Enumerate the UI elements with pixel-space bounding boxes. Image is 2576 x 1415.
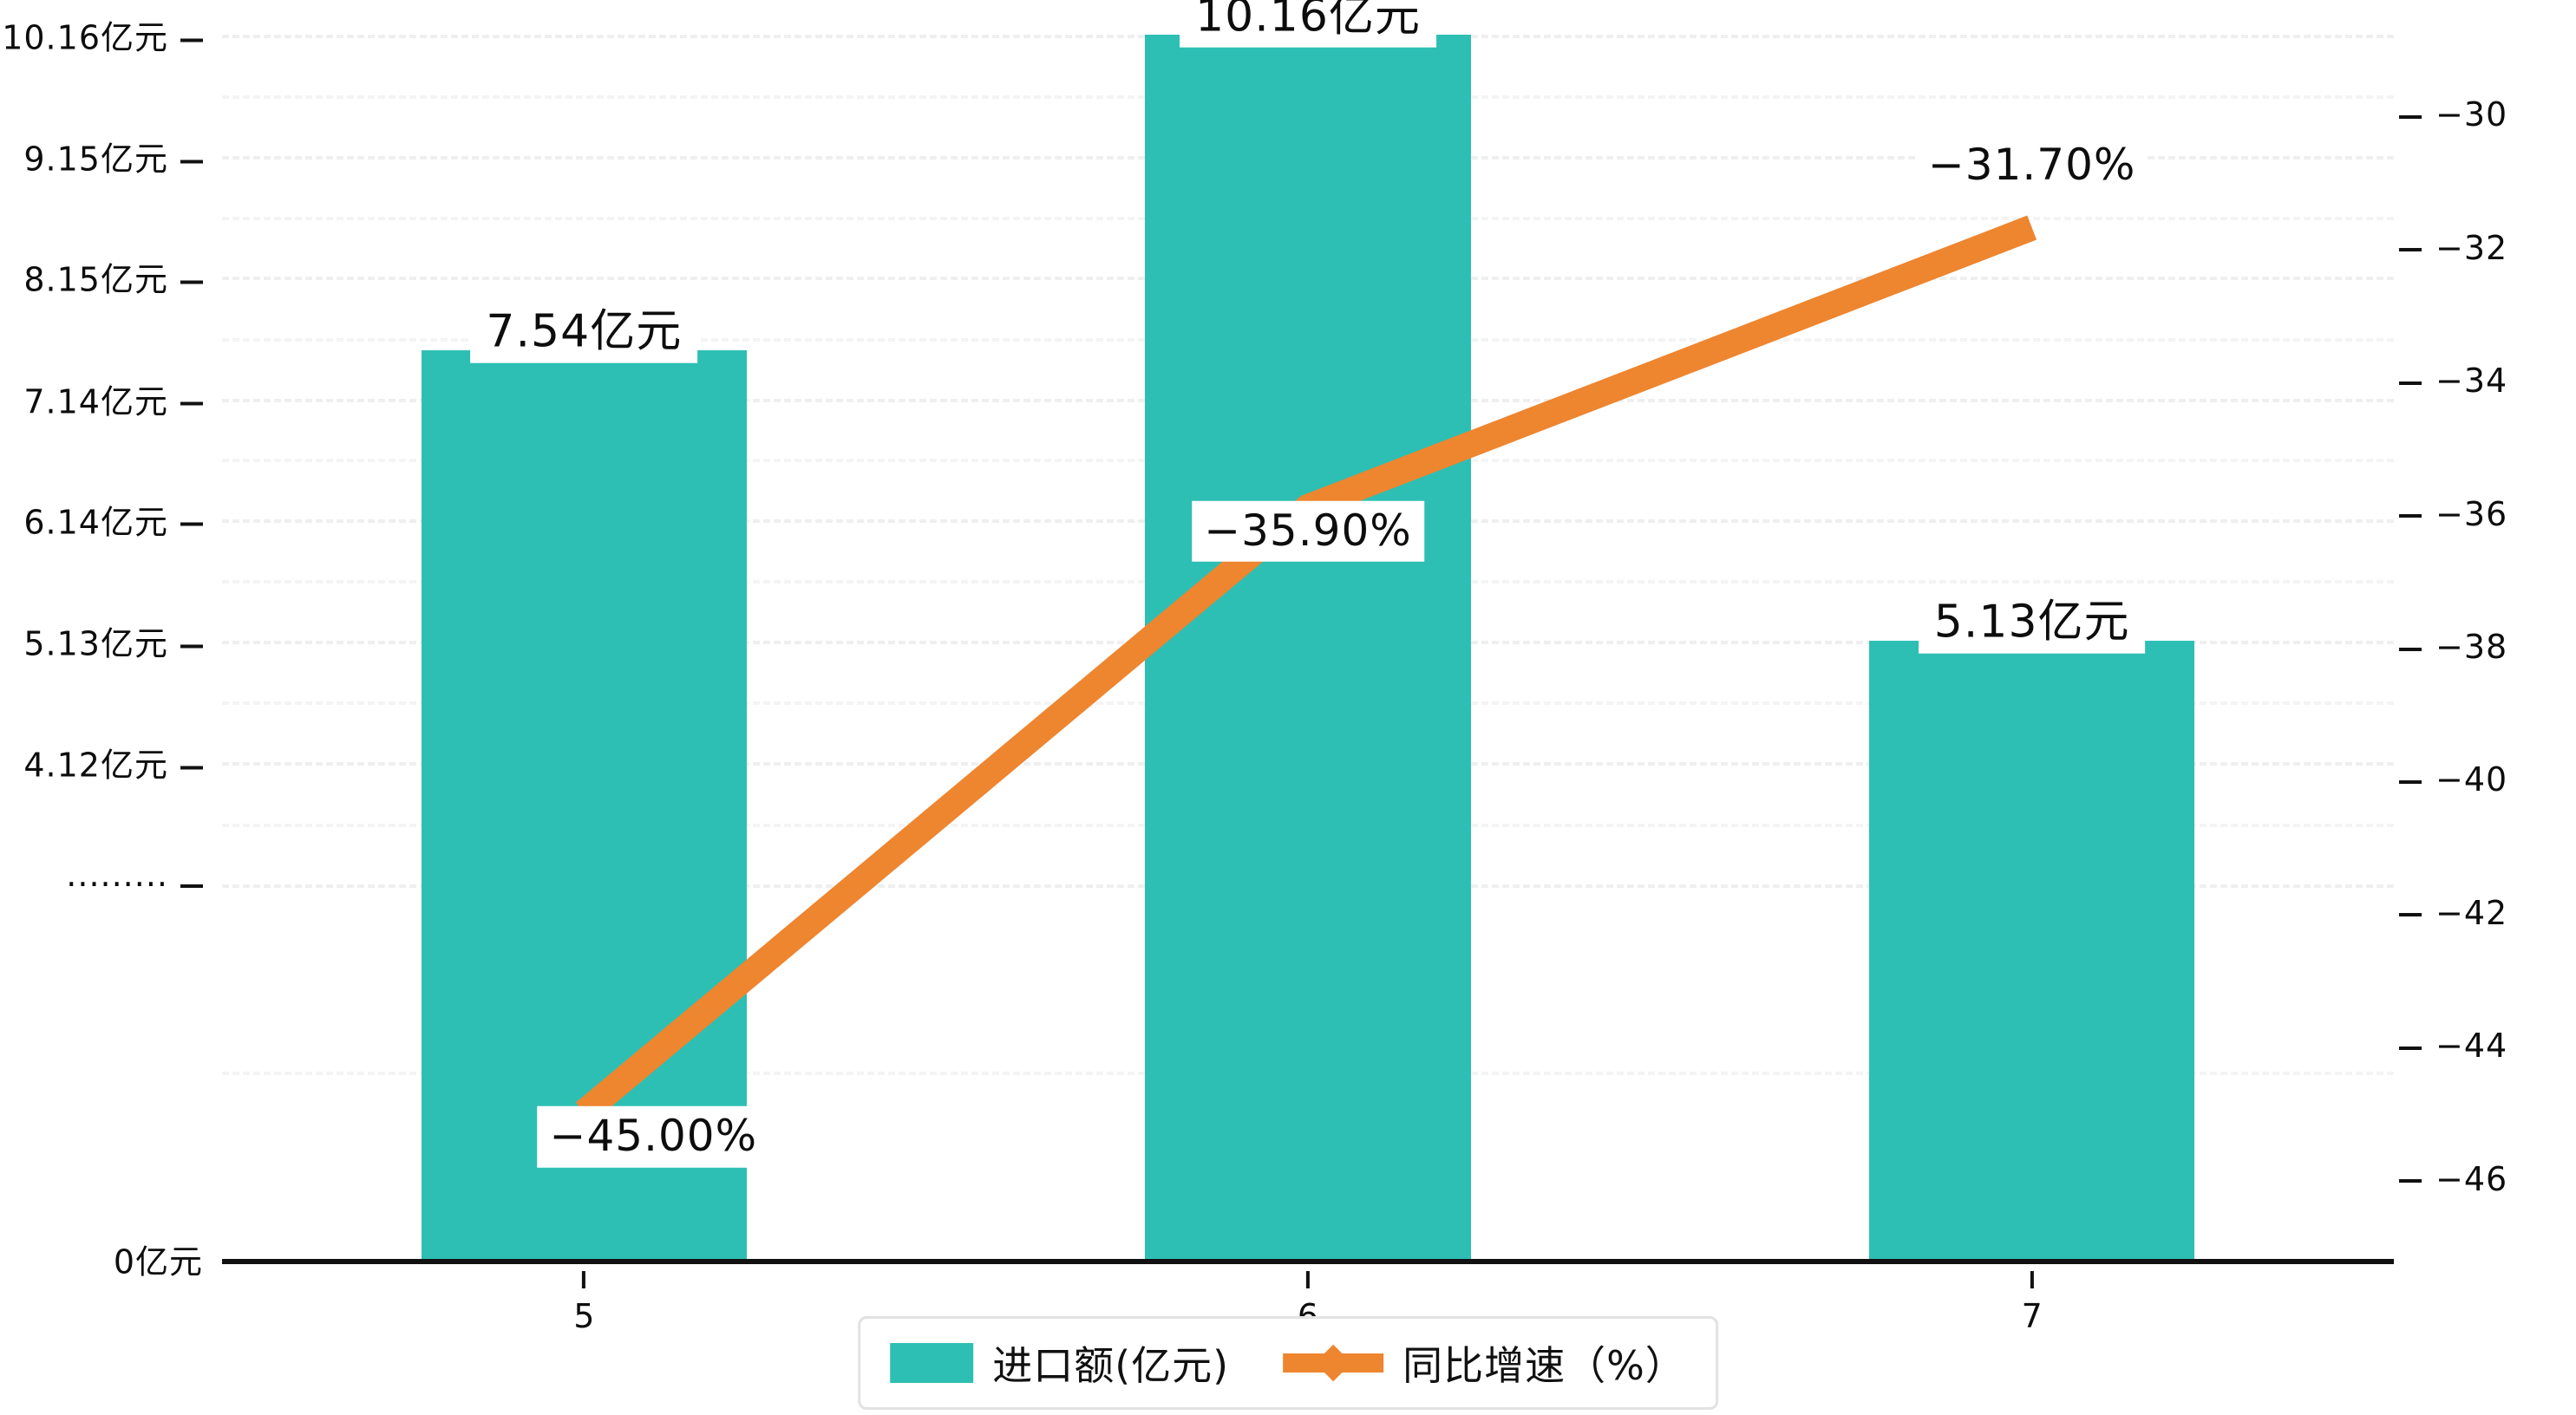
legend-item-yoy-growth[interactable]: 同比增速（%） (1283, 1334, 1686, 1392)
x-axis-tick-label: 7 (2022, 1271, 2043, 1335)
tick-dash-icon (180, 884, 203, 889)
y-axis-left-tick-label: 4.12亿元 (23, 739, 203, 786)
y-axis-right-tick-text: −38 (2435, 628, 2508, 666)
x-axis-tick-text: 7 (2021, 1297, 2043, 1335)
y-axis-left-tick-text: 0亿元 (113, 1242, 203, 1281)
y-axis-left-tick-text: 4.12亿元 (23, 746, 168, 785)
y-axis-left-tick-label: 9.15亿元 (23, 133, 203, 180)
tick-dash-icon (2399, 779, 2422, 784)
line-value-label: −45.00% (537, 1105, 770, 1168)
x-axis-line (222, 1259, 2394, 1264)
y-axis-right-tick-label: −40 (2399, 760, 2507, 799)
y-axis-right-tick-label: −46 (2399, 1160, 2507, 1198)
tick-dash-icon (2399, 381, 2422, 385)
y-axis-right-tick-text: −44 (2435, 1027, 2508, 1066)
tick-dash-icon (2399, 1046, 2422, 1050)
tick-stem-icon (2030, 1271, 2034, 1288)
y-axis-left-tick-label: 8.15亿元 (23, 253, 203, 301)
tick-dash-icon (2399, 647, 2422, 651)
tick-stem-icon (582, 1271, 586, 1288)
plot-area: 7.54亿元 10.16亿元 5.13亿元 −45.00% −35.90% −31.70% (222, 0, 2394, 1259)
tick-dash-icon (180, 160, 203, 164)
tick-dash-icon (2399, 114, 2422, 119)
x-axis-tick-label: 5 (573, 1271, 594, 1335)
legend-item-label: 进口额(亿元) (992, 1342, 1230, 1389)
y-axis-right-tick-label: −44 (2399, 1027, 2507, 1065)
y-axis-left-tick-text: 6.14亿元 (23, 503, 168, 542)
y-axis-right-tick-text: −40 (2435, 760, 2508, 799)
line-value-label: −35.90% (1192, 500, 1424, 563)
y-axis-left-tick-text: 10.16亿元 (2, 18, 168, 57)
y-axis-right-tick-text: −30 (2435, 95, 2508, 134)
tick-dash-icon (2399, 1179, 2422, 1184)
bar[interactable] (1145, 35, 1471, 1259)
y-axis-right-tick-text: −34 (2435, 362, 2508, 401)
tick-dash-icon (180, 522, 203, 526)
y-axis-right-tick-text: −32 (2435, 228, 2508, 267)
y-axis-right-tick-text: −36 (2435, 494, 2508, 533)
y-axis-left-tick-text: 8.15亿元 (23, 260, 168, 299)
y-axis-left-tick-text: ········· (66, 864, 168, 903)
bar-value-label: 5.13亿元 (1918, 593, 2146, 654)
y-axis-right-tick-label: −36 (2399, 495, 2507, 533)
y-axis-left-tick-label: 7.14亿元 (23, 375, 203, 422)
y-axis-left-tick-label: 5.13亿元 (23, 617, 203, 665)
y-axis-left-tick-text: 5.13亿元 (23, 624, 168, 663)
tick-dash-icon (180, 766, 203, 770)
chart-legend[interactable]: 进口额(亿元) 同比增速（%） (858, 1316, 1718, 1410)
tick-dash-icon (180, 280, 203, 284)
y-axis-left-tick-label: 10.16亿元 (2, 11, 203, 59)
bar-value-label: 7.54亿元 (470, 303, 698, 363)
tick-dash-icon (2399, 514, 2422, 518)
tick-stem-icon (1306, 1271, 1310, 1288)
tick-dash-icon (180, 38, 203, 42)
y-axis-left-tick-label: 6.14亿元 (23, 495, 203, 543)
bar[interactable] (1868, 641, 2195, 1259)
x-axis-tick-text: 5 (573, 1297, 595, 1335)
legend-item-import-amount[interactable]: 进口额(亿元) (890, 1334, 1229, 1392)
y-axis-left-tick-label: 0亿元 (114, 1236, 203, 1283)
legend-bar-swatch-icon (890, 1343, 974, 1383)
y-axis-right-tick-label: −38 (2399, 628, 2507, 666)
legend-item-label: 同比增速（%） (1402, 1342, 1686, 1389)
tick-dash-icon (180, 401, 203, 406)
tick-dash-icon (180, 644, 203, 649)
y-axis-left-tick-label: ········· (66, 865, 203, 903)
tick-dash-icon (2399, 913, 2422, 917)
y-axis-right-tick-label: −32 (2399, 229, 2507, 267)
y-axis-right-tick-text: −46 (2435, 1159, 2508, 1198)
y-axis-left-tick-text: 7.14亿元 (23, 382, 168, 421)
y-axis-right-tick-label: −30 (2399, 95, 2507, 134)
bar-value-label: 10.16亿元 (1180, 0, 1436, 48)
y-axis-right-tick-label: −42 (2399, 894, 2507, 932)
tick-dash-icon (2399, 248, 2422, 252)
line-value-label: −31.70% (1915, 134, 2148, 196)
y-axis-right-tick-text: −42 (2435, 893, 2508, 932)
legend-line-swatch-icon (1283, 1343, 1384, 1383)
y-axis-right-tick-label: −34 (2399, 362, 2507, 400)
y-axis-left-tick-text: 9.15亿元 (23, 140, 168, 179)
